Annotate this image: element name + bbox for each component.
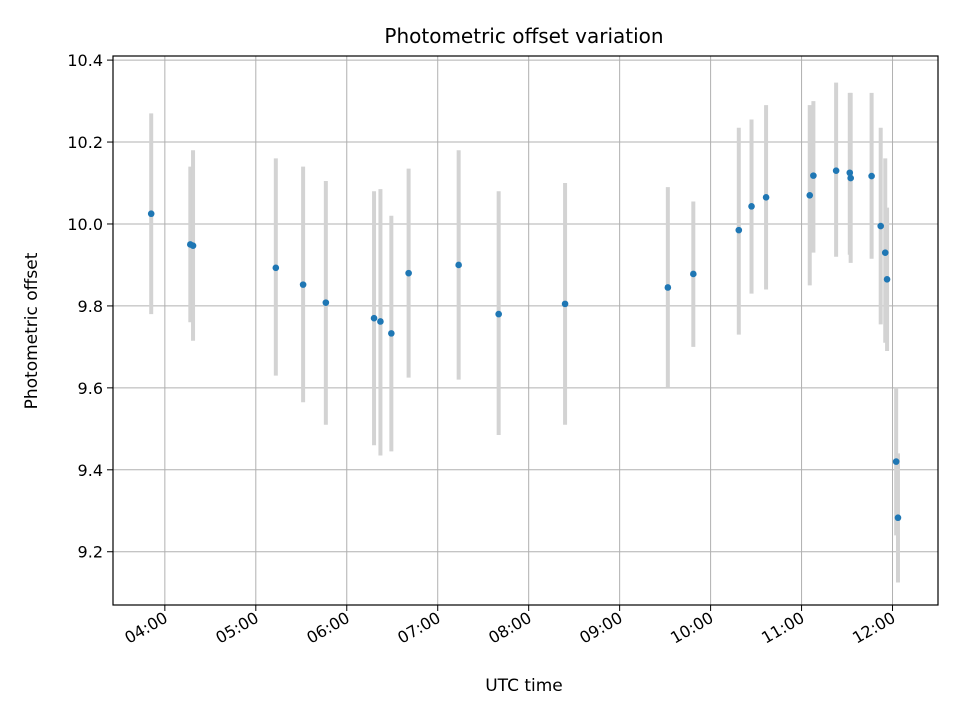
data-point	[735, 226, 743, 234]
grid	[113, 56, 938, 605]
data-point	[272, 264, 280, 272]
x-axis: 04:00 05:00 06:00 07:00 08:00 09:00 10:00 11:00…	[121, 605, 899, 648]
data-point	[868, 172, 875, 180]
data-point	[894, 514, 902, 522]
data-point	[495, 310, 502, 318]
data-point	[762, 194, 770, 201]
x-tick-label: 05:00	[212, 608, 261, 648]
y-tick-label: 9.2	[78, 543, 103, 562]
x-tick-label: 06:00	[303, 608, 352, 648]
x-tick-label: 10:00	[667, 608, 716, 648]
data-point	[664, 284, 672, 291]
data-point	[189, 242, 197, 249]
data-point	[810, 172, 817, 179]
data-point	[455, 261, 462, 269]
data-point	[892, 458, 900, 465]
y-tick-label: 9.6	[78, 379, 103, 398]
data-point	[561, 300, 569, 308]
x-axis-title: UTC time	[485, 676, 563, 696]
error-bars	[149, 82, 900, 583]
data-point	[748, 203, 755, 210]
data-point	[322, 299, 330, 306]
chart-title: Photometric offset variation	[384, 24, 663, 48]
x-tick-label: 09:00	[576, 608, 625, 648]
y-tick-label: 9.8	[78, 297, 103, 316]
plot-frame	[112, 55, 939, 606]
data-point	[299, 281, 307, 288]
data-point	[377, 318, 384, 325]
y-tick-label: 10.4	[67, 51, 103, 70]
data-point	[883, 275, 891, 283]
x-tick-label: 04:00	[121, 608, 170, 648]
x-tick-label: 08:00	[485, 608, 534, 648]
data-point	[806, 191, 814, 199]
x-tick-label: 11:00	[758, 608, 807, 648]
data-point	[847, 174, 854, 182]
x-tick-label: 07:00	[394, 608, 443, 648]
data-point	[370, 314, 378, 322]
data-point	[877, 222, 884, 230]
data-point	[832, 167, 840, 175]
y-tick-label: 10.0	[67, 215, 103, 234]
data-point	[846, 169, 854, 177]
y-tick-label: 9.4	[78, 461, 103, 480]
data-point	[690, 270, 697, 278]
data-point	[881, 249, 889, 256]
y-axis: 9.2 9.4 9.6 9.8 10.0 10.2 10.4	[67, 51, 113, 562]
y-tick-label: 10.2	[67, 133, 103, 152]
data-points	[147, 167, 902, 522]
data-point	[388, 330, 395, 337]
y-axis-title: Photometric offset	[22, 252, 42, 409]
data-point	[405, 269, 412, 277]
x-tick-label: 12:00	[849, 608, 898, 648]
data-point	[147, 210, 155, 218]
